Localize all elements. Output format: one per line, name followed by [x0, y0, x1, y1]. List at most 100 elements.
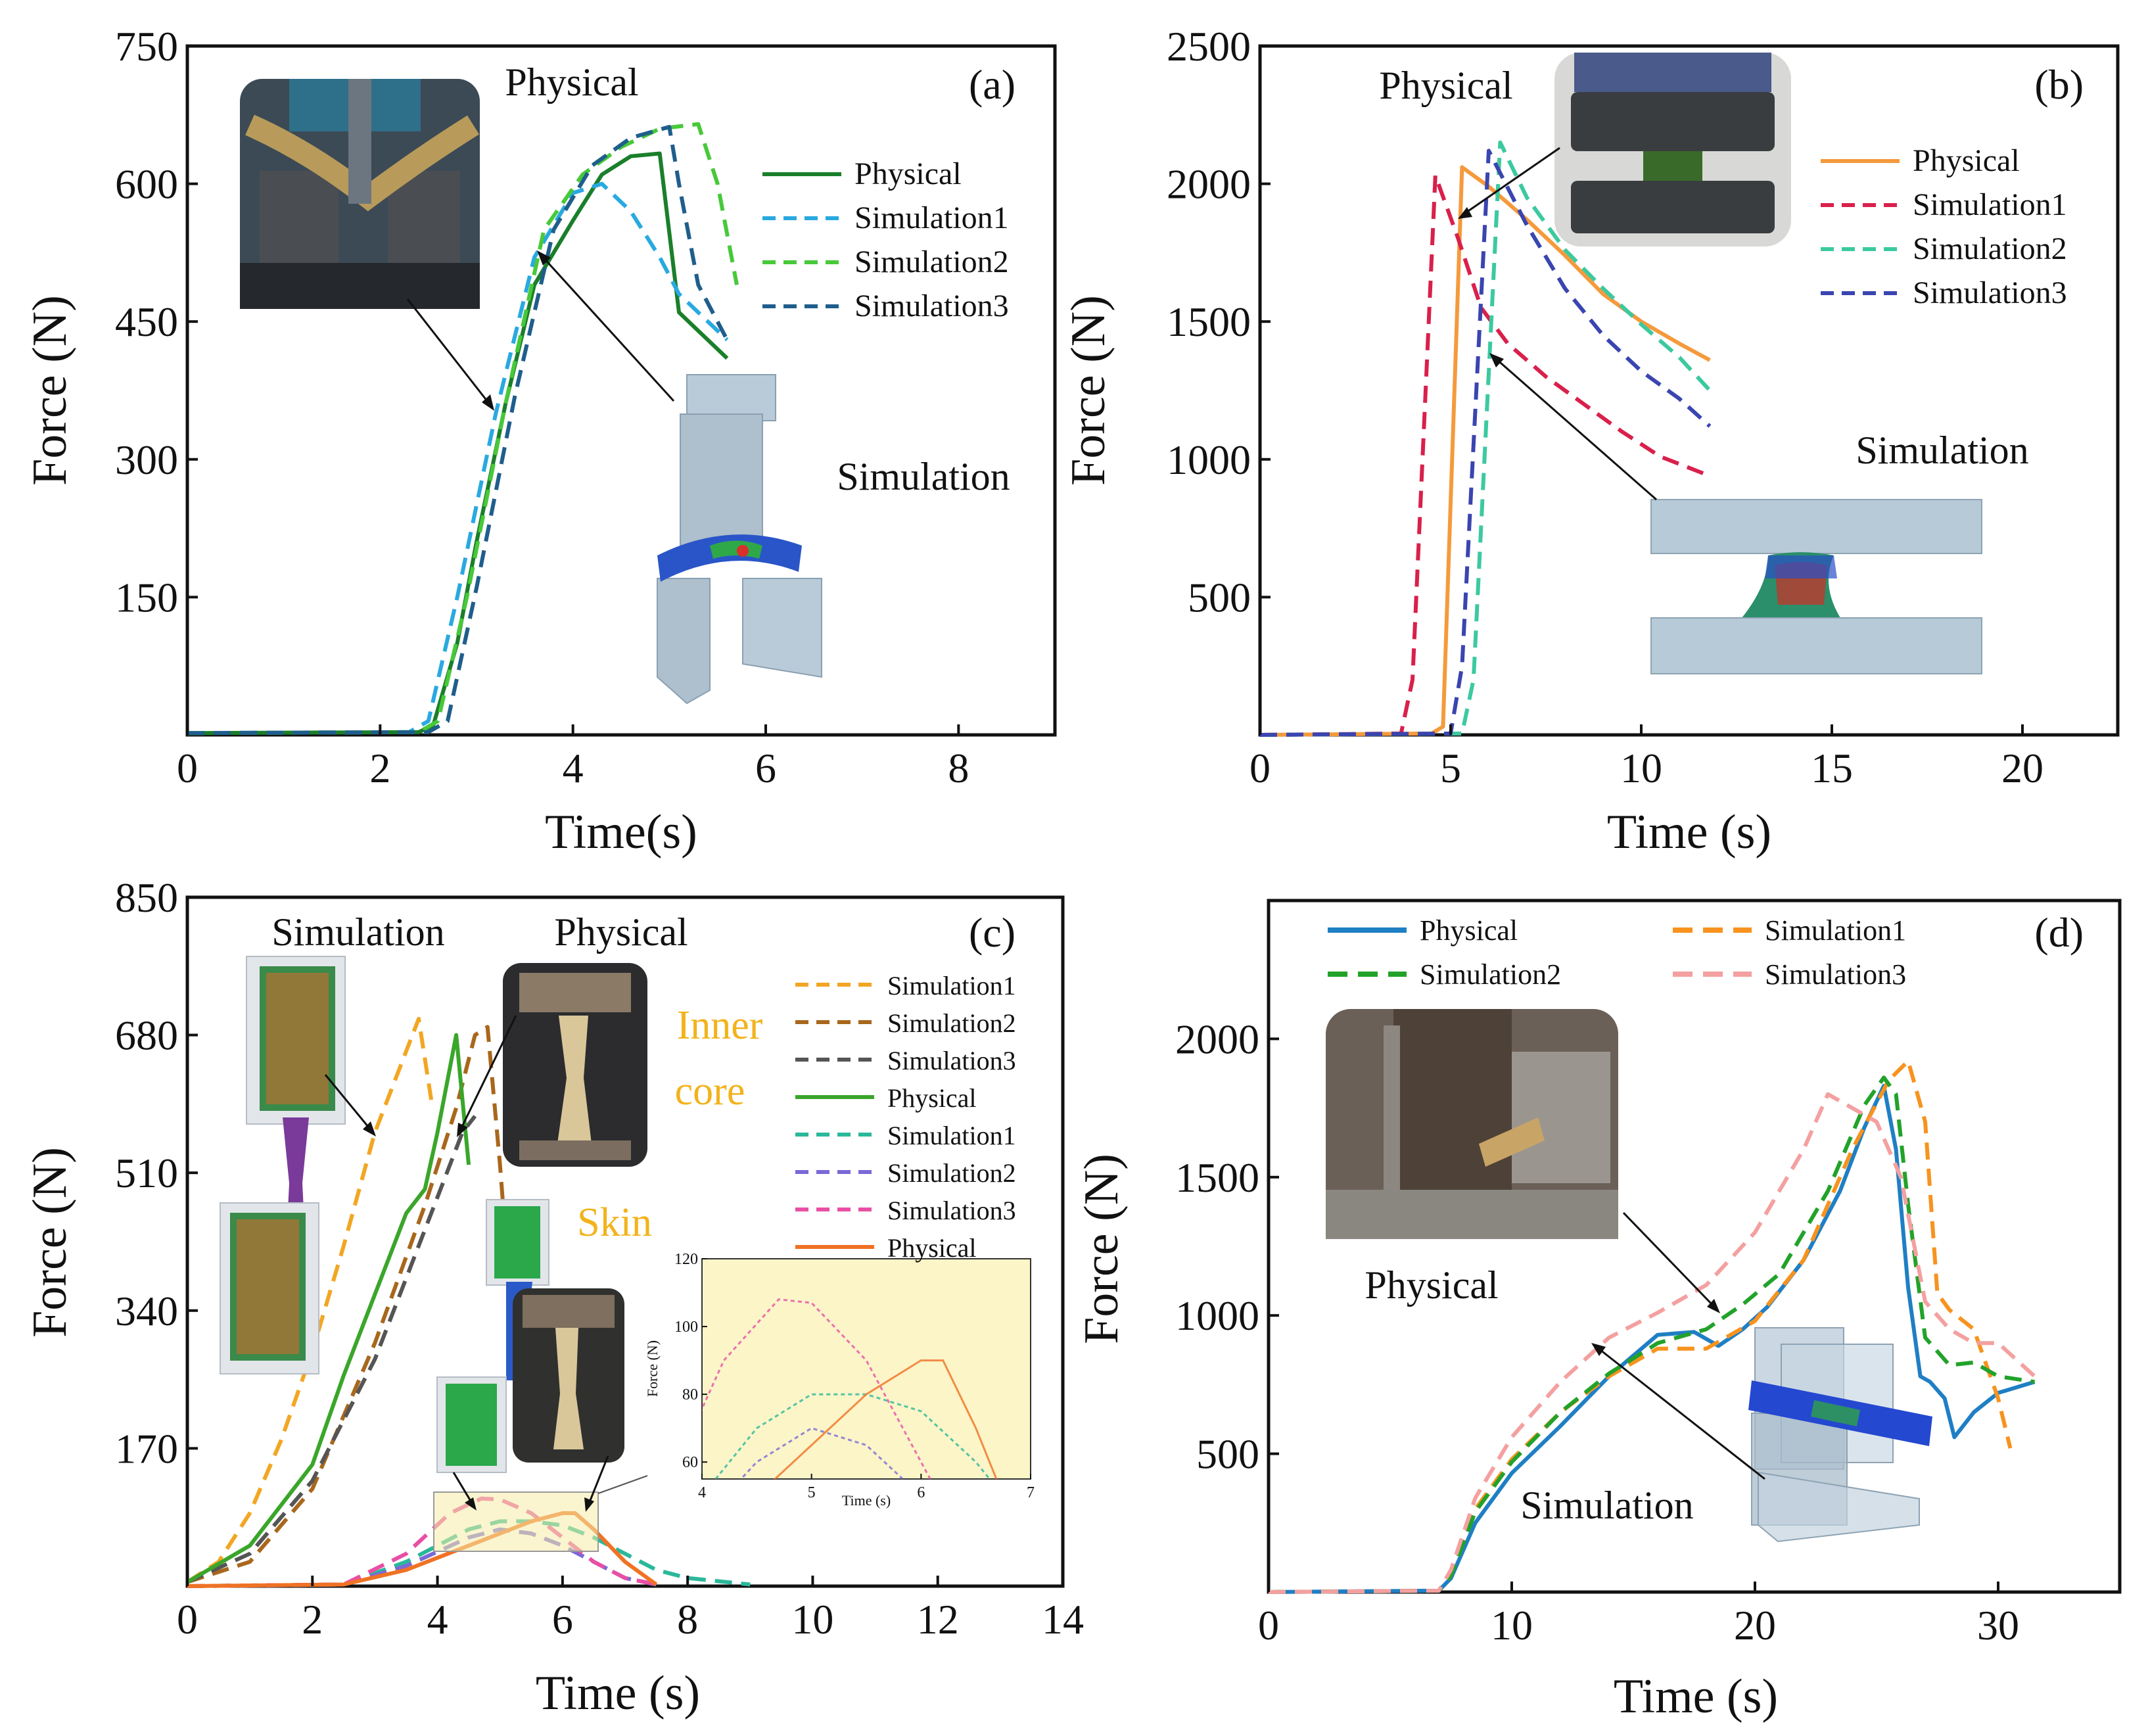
- panel-b-series-physical: [1259, 165, 1711, 737]
- panel-a-arrow-simulation: [541, 255, 675, 402]
- panel-c-legend-label: Simulation1: [887, 1121, 1016, 1150]
- panel-c-annotation-simulation: Simulation: [271, 910, 444, 954]
- panel-d-annotation-physical: Physical: [1365, 1263, 1498, 1307]
- panel-c-xtick-label: 0: [177, 1596, 198, 1643]
- panel-a-label: (a): [969, 61, 1016, 108]
- panel-c-frame: [185, 895, 1065, 1588]
- panel-d-legend-label: Physical: [1420, 914, 1518, 947]
- panel-b-xtick-label: 0: [1249, 745, 1271, 791]
- panel-a-series: [187, 122, 739, 736]
- panel-c-simulation-render: [220, 956, 346, 1374]
- panel-a-frame: [185, 44, 1057, 737]
- panel-c-arrow-physical: [459, 1015, 517, 1131]
- panel-d-legend-label: Simulation3: [1765, 958, 1906, 991]
- panel-b-ylabel: Force (N): [1062, 295, 1115, 486]
- panel-c-series-simulation2-inner-core: [187, 1025, 509, 1584]
- panel-c-inset-ytick-label: 100: [674, 1319, 698, 1336]
- panel-c-inset-xtick-label: 7: [1027, 1484, 1035, 1501]
- panel-d-legend-label: Simulation1: [1765, 914, 1906, 947]
- panel-d-ytick-label: 500: [1196, 1431, 1259, 1478]
- panel-b-ytick-label: 2000: [1167, 161, 1251, 208]
- panel-a-xtick-label: 0: [177, 745, 198, 791]
- panel-c-xtick-label: 8: [677, 1596, 698, 1643]
- panel-c-arrowhead-physical: [457, 1123, 468, 1137]
- panel-d-arrow-physical: [1622, 1211, 1717, 1309]
- panel-c-xtick-label: 10: [791, 1596, 833, 1643]
- panel-c-annotation-skin: Skin: [577, 1200, 652, 1245]
- panel-b-xtick-label: 20: [2001, 745, 2043, 791]
- panel-a-simulation-render: [657, 374, 822, 705]
- panel-c-annotation-core: core: [675, 1069, 745, 1114]
- panel-a-xtick-label: 8: [948, 745, 969, 791]
- panel-c-legend-label: Simulation2: [887, 1158, 1016, 1188]
- panel-d-series-simulation1: [1268, 1059, 2013, 1594]
- panel-a-axes: 0 2 4 6 8 150 300 450 600 750: [115, 23, 969, 791]
- panel-a-arrowhead-simulation: [537, 250, 551, 266]
- panel-c-ylabel: Force (N): [23, 1147, 77, 1338]
- panel-a-xtick-label: 2: [369, 745, 390, 791]
- panel-a-legend-label: Simulation2: [854, 245, 1009, 279]
- panel-c-ytick-label: 510: [115, 1150, 178, 1196]
- panel-b-annotation-physical: Physical: [1379, 64, 1512, 107]
- panel-c-physical-photo-core: [503, 963, 647, 1167]
- panel-d-xtick-label: 30: [1977, 1602, 2019, 1649]
- panel-d-simulation-render: [1748, 1327, 1932, 1543]
- panel-b-legend-label: Physical: [1913, 143, 2020, 178]
- panel-d-label: (d): [2034, 909, 2084, 956]
- panel-c-legend-label: Simulation3: [887, 1196, 1016, 1225]
- panel-c-xtick-label: 14: [1042, 1596, 1084, 1643]
- panel-c-zoom-connector: [597, 1475, 648, 1494]
- panel-b-legend-label: Simulation1: [1913, 187, 2067, 222]
- panel-d: 0 10 20 30 500 1000 1500 2000 Physical Simulati…: [1075, 899, 2122, 1724]
- panel-c-arrow-simulation: [324, 1074, 373, 1131]
- panel-c-xtick-label: 2: [302, 1596, 323, 1643]
- panel-a-series-simulation3: [187, 125, 729, 736]
- panel-b-label: (b): [2034, 61, 2084, 108]
- panel-d-photo: [1326, 1009, 1618, 1239]
- panel-c-inset-ylabel: Force (N): [644, 1340, 661, 1397]
- panel-a-legend: Physical Simulation1 Simulation2 Simulation…: [762, 156, 1009, 323]
- panel-c-inset-xtick-label: 5: [808, 1484, 816, 1501]
- panel-b-series: [1259, 140, 1712, 737]
- panel-c-inset-series: [702, 1298, 998, 1479]
- panel-c-ytick-label: 340: [115, 1288, 178, 1334]
- panel-c-annotation-inner: Inner: [677, 1003, 763, 1048]
- panel-d-legend: Physical Simulation1 Simulation2 Simulation…: [1328, 914, 1906, 991]
- panel-b-series-simulation2: [1259, 140, 1712, 737]
- panel-a-ytick-label: 150: [115, 574, 178, 621]
- panel-c-inset-axes: 4 5 6 7 60 80 100 120: [674, 1251, 1035, 1501]
- panel-d-series-simulation2: [1268, 1075, 2035, 1594]
- panel-c-inset-series-simulation1: [714, 1393, 991, 1479]
- panel-b-arrowhead-physical: [1458, 207, 1472, 219]
- panel-a-ytick-label: 750: [115, 23, 178, 70]
- panel-a-arrow-physical: [406, 298, 491, 405]
- panel-c-legend-label: Physical: [887, 1233, 977, 1263]
- panel-d-annotation-simulation: Simulation: [1520, 1484, 1693, 1527]
- panel-c-inset-xlabel: Time (s): [842, 1492, 891, 1509]
- panel-d-legend-label: Simulation2: [1420, 958, 1561, 991]
- panel-b-arrow-simulation: [1495, 357, 1657, 501]
- panel-b-xtick-label: 10: [1620, 745, 1662, 791]
- panel-d-ytick-label: 1000: [1175, 1292, 1259, 1339]
- panel-c-xtick-label: 6: [552, 1596, 573, 1643]
- panel-d-xlabel: Time (s): [1614, 1670, 1778, 1724]
- panel-c-arrowhead-simulation: [363, 1121, 376, 1137]
- panel-d-xtick-label: 20: [1734, 1602, 1776, 1649]
- panel-a-annotation-physical: Physical: [505, 60, 638, 104]
- panel-c-legend: Simulation1 Simulation2 Simulation3 Physica…: [795, 971, 1016, 1263]
- panel-c-legend-label: Simulation3: [887, 1046, 1016, 1075]
- panel-b-ytick-label: 1500: [1167, 298, 1251, 345]
- panel-b-arrow-physical: [1464, 147, 1560, 215]
- panel-d-ytick-label: 1500: [1175, 1154, 1259, 1201]
- panel-c-zoom-region: [433, 1491, 599, 1552]
- panel-c-label: (c): [969, 909, 1016, 956]
- panel-d-arrowhead-physical: [1707, 1299, 1720, 1313]
- panel-b-xtick-label: 5: [1440, 745, 1461, 791]
- panel-c-inset-ytick-label: 80: [682, 1386, 698, 1403]
- panel-a-series-simulation1: [187, 181, 729, 736]
- panel-c-arrowhead-skin-sim: [465, 1497, 477, 1511]
- panel-b-frame: [1258, 44, 2120, 737]
- panel-b-legend-label: Simulation3: [1913, 275, 2067, 310]
